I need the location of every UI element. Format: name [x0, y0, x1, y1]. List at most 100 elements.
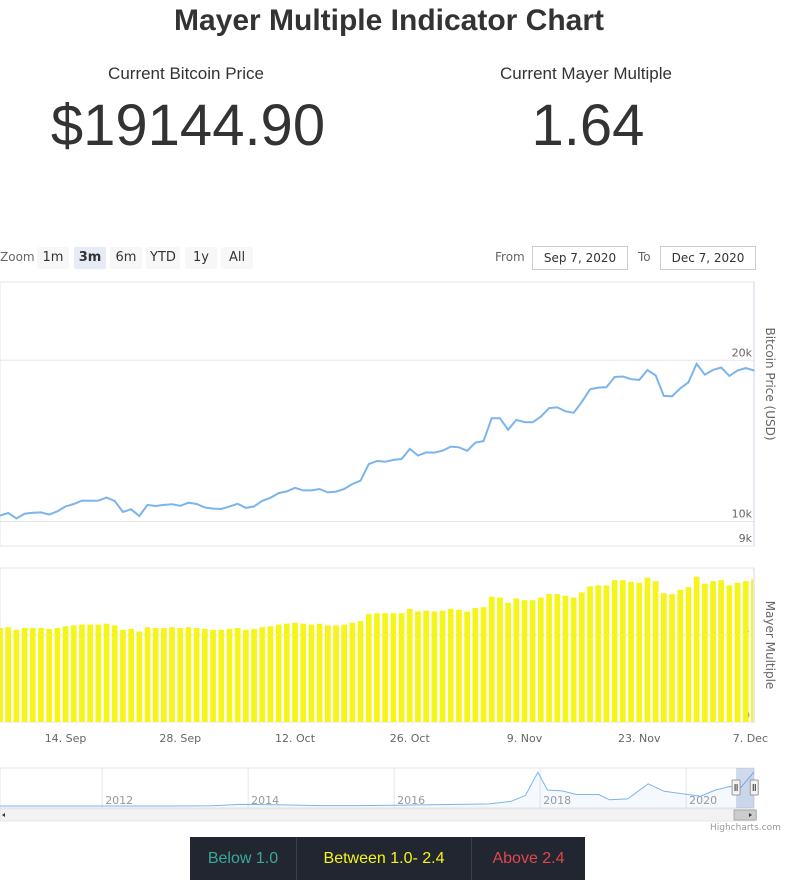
price-point: [302, 489, 305, 492]
price-point: [187, 501, 190, 504]
scroll-left-arrow-icon: [2, 813, 5, 817]
price-point: [277, 492, 280, 494]
price-point: [622, 375, 624, 378]
price-point: [81, 499, 83, 502]
price-point: [64, 505, 67, 508]
price-point: [269, 497, 272, 499]
mayer-bar: [161, 628, 167, 722]
mayer-bar: [423, 610, 429, 722]
range-button-ytd[interactable]: YTD: [146, 247, 180, 269]
mayer-bar: [226, 628, 233, 722]
navigator-left-handle[interactable]: [731, 779, 741, 796]
mayer-bar: [718, 580, 724, 722]
mayer-bar: [185, 627, 192, 722]
mayer-bar: [628, 581, 634, 722]
mayer-bar: [464, 611, 470, 722]
price-point: [745, 367, 747, 369]
price-point: [368, 463, 370, 465]
price-point: [564, 410, 567, 413]
mayer-bar: [13, 629, 20, 722]
mayer-axis-title: Mayer Multiple: [763, 601, 777, 690]
mayer-bar: [365, 614, 372, 722]
range-button-3m[interactable]: 3m: [74, 247, 106, 269]
scrollbar-thumb[interactable]: [733, 809, 757, 821]
range-button-6m[interactable]: 6m: [110, 247, 142, 269]
mayer-bar: [382, 613, 388, 722]
mayer-bar: [300, 623, 307, 722]
from-date-input[interactable]: Sep 7, 2020: [532, 246, 628, 270]
to-date-input[interactable]: Dec 7, 2020: [660, 246, 756, 270]
price-point: [204, 506, 206, 509]
mayer-bar: [357, 621, 364, 722]
mayer-bar: [521, 600, 528, 722]
mayer-bar: [349, 622, 356, 722]
to-label: To: [638, 250, 651, 264]
price-point: [736, 369, 739, 372]
price-point: [179, 505, 182, 507]
mayer-bar: [54, 628, 61, 722]
price-point: [630, 378, 632, 381]
mayer-bar: [644, 577, 651, 722]
navigator[interactable]: 2012 2014 2016 2018 2020: [0, 767, 759, 822]
mayer-bar: [751, 579, 753, 722]
mayer-pane: 01Mayer Multiple: [0, 567, 777, 723]
price-point: [359, 479, 362, 482]
price-point: [409, 448, 411, 450]
x-tick-label: 28. Sep: [159, 732, 201, 745]
mayer-bar: [38, 628, 44, 722]
range-button-1y[interactable]: 1y: [185, 247, 217, 269]
from-label: From: [495, 250, 525, 264]
price-point: [318, 488, 321, 490]
mayer-bar: [103, 623, 110, 722]
mayer-bar: [79, 624, 85, 722]
price-point: [392, 459, 395, 461]
mayer-bar: [234, 628, 241, 722]
mayer-bar: [177, 628, 184, 722]
mayer-bar: [210, 629, 216, 722]
current-mayer-value: 1.64: [531, 93, 645, 158]
price-point: [384, 460, 387, 463]
legend-below-label: Below 1.0: [207, 850, 279, 867]
mayer-bar: [702, 583, 708, 722]
mayer-bar: [710, 581, 716, 722]
price-point: [695, 363, 698, 365]
legend-between-label: Between 1.0- 2.4: [323, 850, 445, 867]
price-point: [286, 490, 288, 493]
range-button-1m[interactable]: 1m: [37, 247, 69, 269]
range-button-all[interactable]: All: [221, 247, 253, 269]
current-price-label: Current Bitcoin Price: [108, 64, 264, 83]
price-point: [195, 503, 198, 505]
mayer-bar: [243, 629, 249, 722]
navigator-tick-label: 2014: [251, 794, 279, 807]
price-tick-label: 10k: [732, 507, 753, 520]
x-tick-label: 26. Oct: [390, 732, 431, 745]
price-point: [417, 454, 419, 457]
price-point: [425, 451, 428, 454]
price-point: [327, 491, 329, 494]
navigator-scrollbar[interactable]: [0, 808, 755, 822]
mayer-bar: [661, 593, 667, 722]
price-point: [294, 487, 296, 489]
mayer-bar: [111, 625, 118, 722]
navigator-right-handle[interactable]: [749, 779, 759, 796]
price-point: [376, 460, 378, 462]
x-axis: 14. Sep 28. Sep 12. Oct 26. Oct 9. Nov 23. No…: [45, 732, 768, 745]
legend-above-label: Above 2.4: [492, 850, 565, 867]
price-tick-label: 9k: [739, 532, 753, 545]
price-axis-title: Bitcoin Price (USD): [763, 327, 777, 440]
x-tick-label: 9. Nov: [507, 732, 543, 745]
price-point: [113, 500, 116, 502]
mayer-bar: [636, 582, 643, 722]
mayer-bar: [292, 622, 298, 722]
price-point: [146, 504, 149, 506]
price-point: [572, 412, 575, 414]
price-point: [97, 499, 100, 502]
price-point: [720, 366, 722, 369]
price-point: [654, 374, 657, 377]
mayer-bar: [505, 602, 511, 722]
price-point: [704, 373, 706, 376]
mayer-bar: [742, 581, 749, 722]
navigator-area: [0, 767, 755, 809]
highcharts-credit[interactable]: Highcharts.com: [710, 823, 781, 833]
mayer-bar: [603, 585, 610, 722]
